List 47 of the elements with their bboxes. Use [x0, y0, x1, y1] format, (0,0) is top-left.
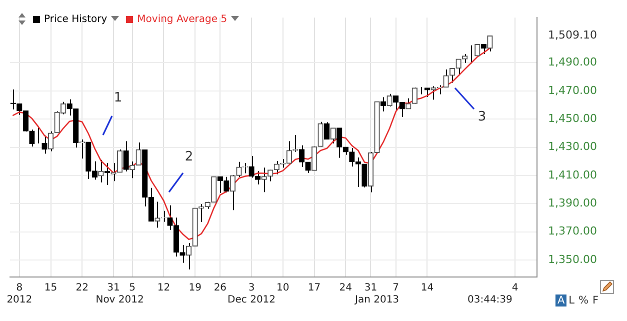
y-tick-label: 1,390.00 — [548, 196, 597, 210]
x-tick-label: 5 — [129, 282, 136, 294]
x-tick-label: 10 — [276, 282, 290, 294]
x-tick-label: 24 — [339, 282, 352, 294]
x-tick-label: 31 — [364, 282, 378, 294]
x-tick-label: 17 — [308, 282, 321, 294]
candlestick — [236, 161, 242, 178]
x-tick-label: 3 Dec 2012 — [228, 282, 276, 306]
y-tick-label: 1,350.00 — [548, 252, 597, 266]
x-tick-label: 7 — [392, 282, 400, 294]
y-tick-label: 1,410.00 — [548, 168, 597, 182]
candlestick — [180, 244, 186, 264]
x-tick-label: 14 — [420, 282, 434, 294]
annotation: 2 — [184, 150, 194, 164]
candlestick — [324, 122, 330, 140]
x-tick-label: 22 — [76, 282, 89, 294]
x-tick-label: 19 — [188, 282, 202, 294]
y-tick-label: 1,490.00 — [548, 56, 597, 69]
candlestick — [123, 140, 129, 172]
candlestick — [362, 164, 368, 188]
y-tick-label: 1,370.00 — [548, 224, 597, 238]
candlestick — [42, 134, 48, 154]
y-tick-label: 1,470.00 — [548, 84, 597, 97]
candlestick — [336, 127, 342, 158]
annotation: 3 — [478, 110, 486, 124]
candlestick — [167, 204, 173, 230]
x-tick-label: 4 — [512, 282, 518, 294]
x-tick-label: 8 2012 — [6, 282, 32, 306]
text: A L % F — [556, 294, 600, 306]
x-tick-label: Nov 2012 — [96, 294, 144, 306]
candlestick — [274, 160, 280, 175]
x-tick-label: 15 — [44, 282, 58, 294]
candlestick — [104, 162, 110, 186]
y-tick-label: 1,450.00 — [548, 112, 597, 125]
legend-label: Moving Average 5 — [137, 14, 228, 24]
candlestick — [480, 44, 487, 54]
y-tick-label: 1,430.00 — [548, 140, 597, 154]
annotation: 1 — [114, 90, 122, 106]
x-tick-label: 31 — [107, 282, 120, 294]
x-tick-label: 03:44:39 — [467, 294, 512, 306]
legend-label: Price History — [44, 14, 108, 24]
candlestick — [298, 144, 305, 168]
x-tick-label: 12 — [157, 282, 170, 294]
y-tick-label: 1,509.10 — [548, 28, 597, 42]
candlestick — [29, 129, 35, 147]
x-tick-label: 26 — [214, 282, 227, 294]
x-tick-label: Jan 2013 — [354, 294, 400, 306]
